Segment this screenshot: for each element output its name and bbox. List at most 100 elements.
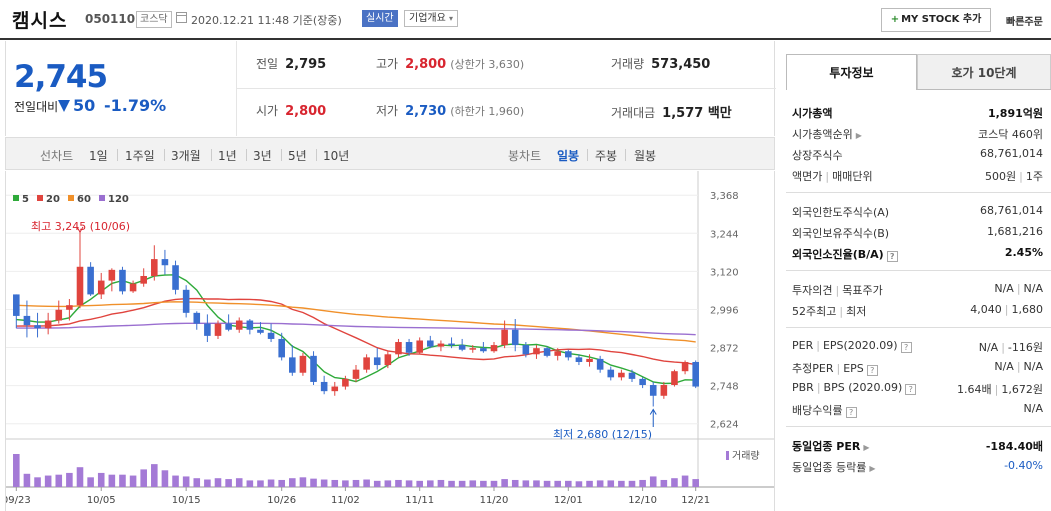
y-tick-label: 3,244 <box>710 229 739 240</box>
volume-bar <box>310 478 317 487</box>
candle-body <box>331 386 339 392</box>
tab-investment-info[interactable]: 투자정보 <box>786 54 917 90</box>
period-5y[interactable]: 5년 <box>288 149 307 163</box>
candle-chart-label[interactable]: 봉차트 <box>508 149 542 163</box>
candle-body <box>448 343 455 346</box>
quick-order-button[interactable]: 빠른주문 <box>1006 17 1043 28</box>
info-row: 액면가 | 매매단위 500원 | 1주 <box>792 165 1043 185</box>
volume-bar <box>448 480 455 487</box>
volume-bar <box>618 480 625 487</box>
candle-body <box>352 369 360 379</box>
help-icon[interactable]: ? <box>900 342 912 353</box>
info-row-label[interactable]: 동일업종 PER ▶ <box>792 438 870 454</box>
info-row-label[interactable]: 동일업종 등락률 ▶ <box>792 459 876 475</box>
info-label-text: 동일업종 등락률 <box>792 461 867 474</box>
divider <box>211 149 212 161</box>
volume-bar <box>97 472 105 487</box>
separator: | <box>825 170 830 183</box>
period-3m[interactable]: 3개월 <box>171 149 201 163</box>
info-row-value: N/A | -116원 <box>979 339 1043 355</box>
stock-chart[interactable]: 3,368 3,244 3,120 2,996 2,872 2,748 2,624 09/23… <box>5 171 775 511</box>
candle-body <box>225 323 232 330</box>
info-row-value: N/A | N/A <box>994 360 1043 373</box>
realtime-button[interactable]: 실시간 <box>362 10 398 27</box>
candle-body <box>554 351 561 356</box>
info-value-text: 500원 <box>985 170 1017 183</box>
chevron-right-icon: ▶ <box>863 443 870 452</box>
divider <box>246 149 247 161</box>
volume-bar <box>501 479 508 487</box>
company-overview-dropdown[interactable]: 기업개요 ▾ <box>404 10 459 27</box>
company-overview-label: 기업개요 <box>409 13 446 24</box>
info-label-text: 상장주식수 <box>792 149 843 162</box>
candle-body <box>692 361 699 387</box>
volume-bar <box>469 480 477 487</box>
period-3y[interactable]: 3년 <box>253 149 272 163</box>
period-weekly[interactable]: 주봉 <box>595 149 618 163</box>
volume-bar <box>108 474 116 487</box>
period-daily[interactable]: 일봉 <box>557 149 580 163</box>
volume-value: 573,450 <box>651 57 711 72</box>
help-icon[interactable]: ? <box>886 251 898 262</box>
candle-body <box>161 259 169 266</box>
tab-order-book[interactable]: 호가 10단계 <box>917 54 1051 90</box>
separator: | <box>836 362 841 375</box>
trade-amount: 거래대금 1,577 백만 <box>611 102 732 121</box>
stock-name: 캠시스 <box>12 10 68 32</box>
amount-value: 1,577 백만 <box>662 106 732 121</box>
legend-label: 120 <box>108 194 129 205</box>
info-label-text: 시가총액 <box>792 107 833 120</box>
x-tick-label: 12/21 <box>681 495 710 506</box>
volume-bar <box>13 454 20 487</box>
legend-swatch <box>68 195 74 201</box>
ma20-line <box>16 297 696 366</box>
info-label-text: 최저 <box>846 305 867 318</box>
chart-period-bar: 선차트 1일 1주일 3개월 1년 3년 5년 10년 봉차트 일봉 주봉 월봉 <box>5 137 775 170</box>
info-row-value: 코스닥 460위 <box>978 126 1043 142</box>
high-annotation: 최고 3,245 (10/06) <box>31 220 130 233</box>
candle-body <box>246 320 254 330</box>
separator: | <box>816 339 820 352</box>
divider <box>316 149 317 161</box>
period-monthly[interactable]: 월봉 <box>634 149 657 163</box>
volume: 거래량 573,450 <box>611 55 710 72</box>
period-1w[interactable]: 1주일 <box>125 149 155 163</box>
volume-bar <box>66 472 73 487</box>
volume-bar <box>416 480 423 487</box>
stock-header: 캠시스 050110 코스닥 2020.12.21 11:48 기준(장중) 실… <box>0 0 1051 40</box>
help-icon[interactable]: ? <box>845 407 857 418</box>
plus-icon: + <box>890 14 900 25</box>
info-row-label: 외국인한도주식수(A) <box>792 204 889 220</box>
period-1y[interactable]: 1년 <box>218 149 237 163</box>
y-tick-label: 2,624 <box>710 420 739 431</box>
legend-swatch <box>99 195 105 201</box>
volume-bar <box>267 479 275 487</box>
info-label-text: EPS <box>843 362 864 375</box>
candle-body <box>140 275 147 284</box>
prev-close-value: 2,795 <box>285 57 327 72</box>
info-row-label: PBR | BPS (2020.09)? <box>792 381 917 395</box>
info-row-label[interactable]: 시가총액순위 ▶ <box>792 126 862 142</box>
candle-body <box>108 269 116 281</box>
help-icon[interactable]: ? <box>866 365 878 376</box>
candle-body <box>565 351 572 358</box>
line-chart-label[interactable]: 선차트 <box>40 149 74 163</box>
x-tick-label: 11/20 <box>480 495 509 506</box>
period-1d[interactable]: 1일 <box>89 149 108 163</box>
volume-bar <box>596 480 604 487</box>
candle-body <box>320 381 328 392</box>
info-label-text: 시가총액순위 <box>792 128 853 141</box>
info-value-text: N/A <box>1023 360 1043 373</box>
y-tick-label: 3,368 <box>710 191 739 202</box>
info-row: 동일업종 PER ▶ -184.40배 <box>792 435 1043 455</box>
info-row-value: 68,761,014 <box>980 147 1043 160</box>
candle-body <box>511 329 519 346</box>
info-row-label: 액면가 | 매매단위 <box>792 168 873 184</box>
volume-bar <box>607 480 615 487</box>
period-10y[interactable]: 10년 <box>323 149 350 163</box>
info-value-text: 코스닥 460위 <box>978 128 1043 141</box>
add-my-stock-button[interactable]: + MY STOCK 추가 <box>881 8 991 32</box>
legend-swatch <box>37 195 43 201</box>
help-icon[interactable]: ? <box>905 384 917 395</box>
volume-bar <box>511 479 519 487</box>
